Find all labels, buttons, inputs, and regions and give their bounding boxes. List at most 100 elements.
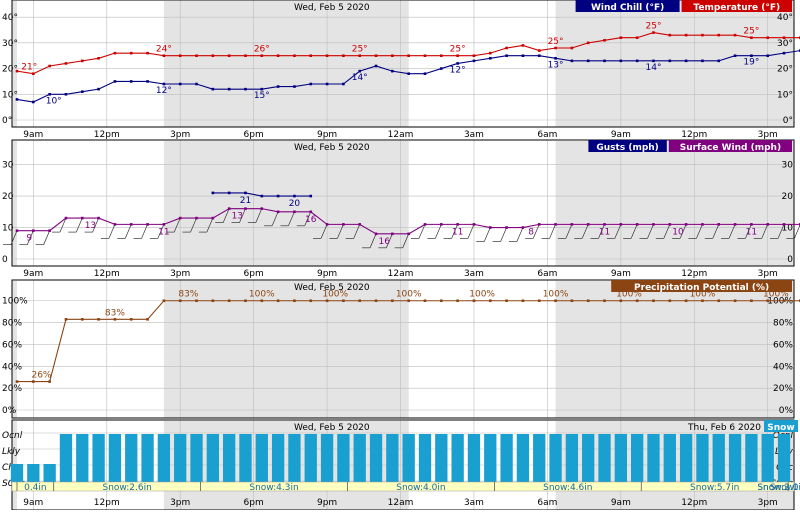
surface-wind-point-40 — [668, 223, 672, 226]
temperature-point-45 — [750, 36, 753, 40]
wind-barb-23 — [386, 233, 393, 248]
wind-barb-39 — [647, 224, 654, 239]
y-tick-right-2-1: 20% — [773, 384, 793, 394]
gusts-point-2 — [244, 191, 247, 195]
night-shade-2-0 — [12, 281, 17, 418]
panel-date-3b: Thu, Feb 6 2020 — [687, 423, 761, 433]
precip-point-30 — [505, 299, 508, 303]
surface-wind-point-7 — [129, 223, 133, 226]
wind-chill-point-32 — [537, 54, 541, 58]
precip-point-5 — [97, 318, 100, 321]
wind-barb-25 — [418, 224, 426, 239]
y-tick-right-1-3: 30 — [782, 161, 794, 171]
snow-bar-27 — [451, 434, 464, 482]
snow-bar-8 — [141, 434, 154, 482]
snow-bar-46 — [761, 434, 774, 482]
snow-accum-label-4: Snow:4.6in — [543, 483, 592, 493]
surface-wind-point-10 — [178, 216, 182, 220]
wind-barb-32 — [532, 224, 540, 239]
precip-point-4 — [80, 318, 84, 321]
snow-bar-19 — [320, 434, 334, 482]
precip-point-24 — [407, 299, 410, 303]
wind-barb-1 — [26, 230, 34, 245]
surface-wind-point-12 — [211, 216, 215, 220]
night-shade-0-2 — [555, 1, 794, 127]
snow-bar-5 — [92, 434, 105, 482]
wind-barb-12 — [206, 217, 214, 233]
surface-wind-label-1: 13 — [85, 221, 96, 231]
wind-chill-point-28 — [472, 59, 476, 63]
temperature-point-28 — [472, 54, 476, 58]
x-tick-1-4: 9pm — [317, 269, 337, 279]
surface-wind-point-36 — [603, 223, 606, 226]
surface-wind-point-11 — [195, 216, 198, 220]
wind-chill-point-30 — [505, 54, 508, 58]
wind-barb-33 — [549, 224, 556, 239]
precip-point-0 — [15, 380, 19, 383]
snow-bar-39 — [647, 434, 660, 482]
wind-barb-8 — [141, 224, 148, 239]
snow-bar-44 — [728, 434, 742, 482]
wind-chill-point-1 — [32, 100, 35, 104]
temperature-point-30 — [505, 46, 508, 50]
y-tick-right-0-4: 40° — [777, 13, 793, 23]
wind-chill-label-5: 13° — [548, 60, 564, 70]
temperature-point-33 — [554, 46, 557, 50]
wind-chill-point-2 — [48, 92, 51, 96]
wind-barb-11 — [190, 217, 197, 233]
wind-barb-29 — [483, 227, 491, 242]
precip-point-7 — [129, 318, 133, 321]
snow-bar-38 — [631, 434, 644, 482]
legend-box-2-0 — [611, 280, 792, 292]
x-tick-1-9: 12pm — [681, 269, 707, 279]
temperature-point-15 — [260, 54, 264, 58]
y-tick-2-5: 100% — [2, 297, 28, 307]
wind-chill-point-34 — [570, 59, 574, 63]
precip-point-18 — [309, 299, 313, 303]
snow-bar-0 — [10, 464, 24, 482]
temperature-point-19 — [325, 54, 329, 58]
gusts-point-3 — [260, 194, 264, 198]
y-tick-right-0-3: 30° — [777, 39, 793, 49]
wind-chill-point-8 — [146, 80, 149, 83]
snow-bar-15 — [255, 434, 268, 482]
surface-wind-point-31 — [521, 226, 525, 229]
precip-point-16 — [276, 299, 280, 303]
wind-chill-point-20 — [342, 82, 345, 86]
surface-wind-point-6 — [113, 223, 117, 226]
surface-wind-point-4 — [80, 216, 84, 220]
precip-label-5: 100% — [396, 290, 422, 300]
y-tick-0-1: 10° — [2, 90, 18, 100]
night-shade-0-0 — [12, 1, 17, 127]
precip-point-17 — [293, 299, 296, 303]
surface-wind-point-44 — [733, 223, 737, 226]
precip-label-3: 100% — [249, 290, 275, 300]
temperature-point-1 — [32, 72, 35, 76]
surface-wind-point-1 — [32, 229, 35, 232]
snow-bar-22 — [369, 434, 383, 482]
wind-chill-point-46 — [766, 54, 770, 58]
snow-bar-34 — [565, 434, 579, 482]
y-tick-right-2-3: 60% — [773, 340, 793, 350]
temperature-point-41 — [684, 33, 688, 37]
temperature-point-23 — [391, 54, 394, 58]
precip-point-26 — [440, 299, 443, 303]
surface-wind-point-32 — [537, 223, 541, 226]
night-shade-2-2 — [555, 281, 794, 418]
temperature-point-3 — [64, 62, 68, 65]
temperature-point-11 — [195, 54, 198, 58]
x-tick-1-7: 6am — [537, 269, 557, 279]
wind-chill-point-35 — [586, 59, 590, 63]
snow-accum-label-0: 0.4in — [24, 483, 47, 493]
legend-box-1-1 — [668, 140, 792, 152]
wind-barb-36 — [598, 224, 605, 239]
wind-chill-point-42 — [701, 59, 704, 63]
temperature-point-37 — [619, 36, 623, 40]
surface-wind-point-19 — [325, 223, 329, 226]
temperature-point-18 — [309, 54, 313, 58]
wind-barb-30 — [500, 227, 507, 242]
wind-chill-point-11 — [195, 82, 198, 86]
wind-chill-point-33 — [554, 56, 557, 60]
snow-accum-label-7: Snow:2.0in — [757, 483, 800, 493]
wind-barb-2 — [43, 230, 50, 245]
